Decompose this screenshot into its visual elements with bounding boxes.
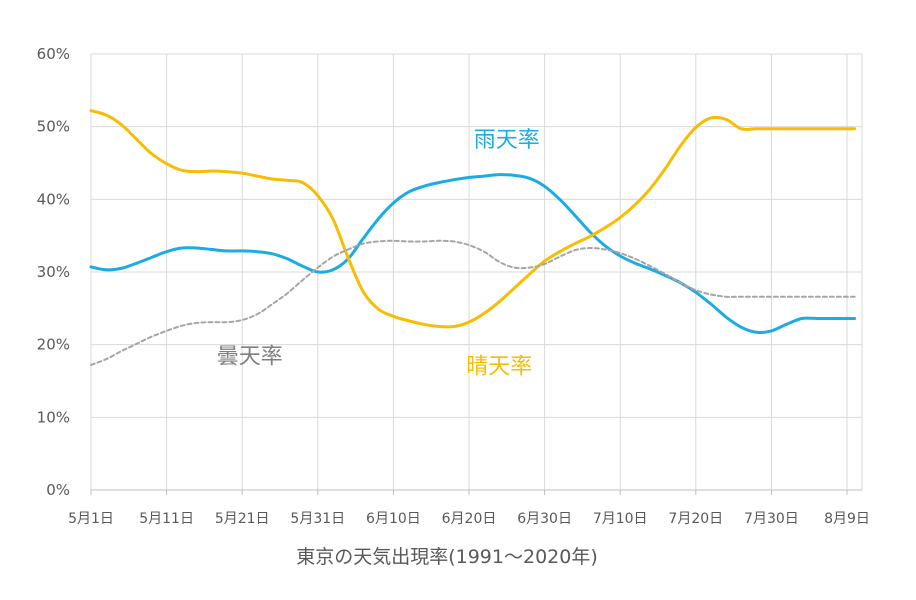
x-tick-label: 6月10日 <box>366 511 421 527</box>
chart-title: 東京の天気出現率(1991～2020年) <box>296 546 598 568</box>
x-axis-ticks: 5月1日 5月11日 5月21日 5月31日 6月10日 6月20日 6月30日 7月10日 7… <box>68 511 870 527</box>
y-tick-label: 50% <box>37 118 70 136</box>
series-label-雨天率: 雨天率 <box>474 128 540 153</box>
x-tick-label: 7月10日 <box>593 511 648 527</box>
y-tick-label: 0% <box>46 481 70 499</box>
y-tick-label: 60% <box>37 45 70 63</box>
x-tick-label: 6月20日 <box>442 511 497 527</box>
series-label-晴天率: 晴天率 <box>466 355 532 380</box>
y-tick-label: 40% <box>37 190 70 208</box>
series-line-晴天率 <box>89 109 857 329</box>
y-tick-label: 10% <box>37 408 70 426</box>
x-tick-label: 7月20日 <box>668 511 723 527</box>
x-tick-label: 5月31日 <box>290 511 345 527</box>
series-label-曇天率: 曇天率 <box>217 345 283 370</box>
x-tick-label: 7月30日 <box>744 511 799 527</box>
x-tick-label: 5月21日 <box>215 511 270 527</box>
x-tick-label: 6月30日 <box>517 511 572 527</box>
y-tick-label: 30% <box>37 263 70 281</box>
y-axis-ticks: 0% 10% 20% 30% 40% 50% 60% <box>37 45 70 499</box>
gridlines <box>90 53 863 495</box>
series-line-曇天率 <box>90 239 856 366</box>
series-lines <box>89 109 857 366</box>
x-tick-label: 8月9日 <box>824 511 870 527</box>
x-tick-label: 5月1日 <box>68 511 114 527</box>
y-tick-label: 20% <box>37 336 70 354</box>
x-tick-label: 5月11日 <box>139 511 194 527</box>
series-line-雨天率 <box>89 173 857 335</box>
